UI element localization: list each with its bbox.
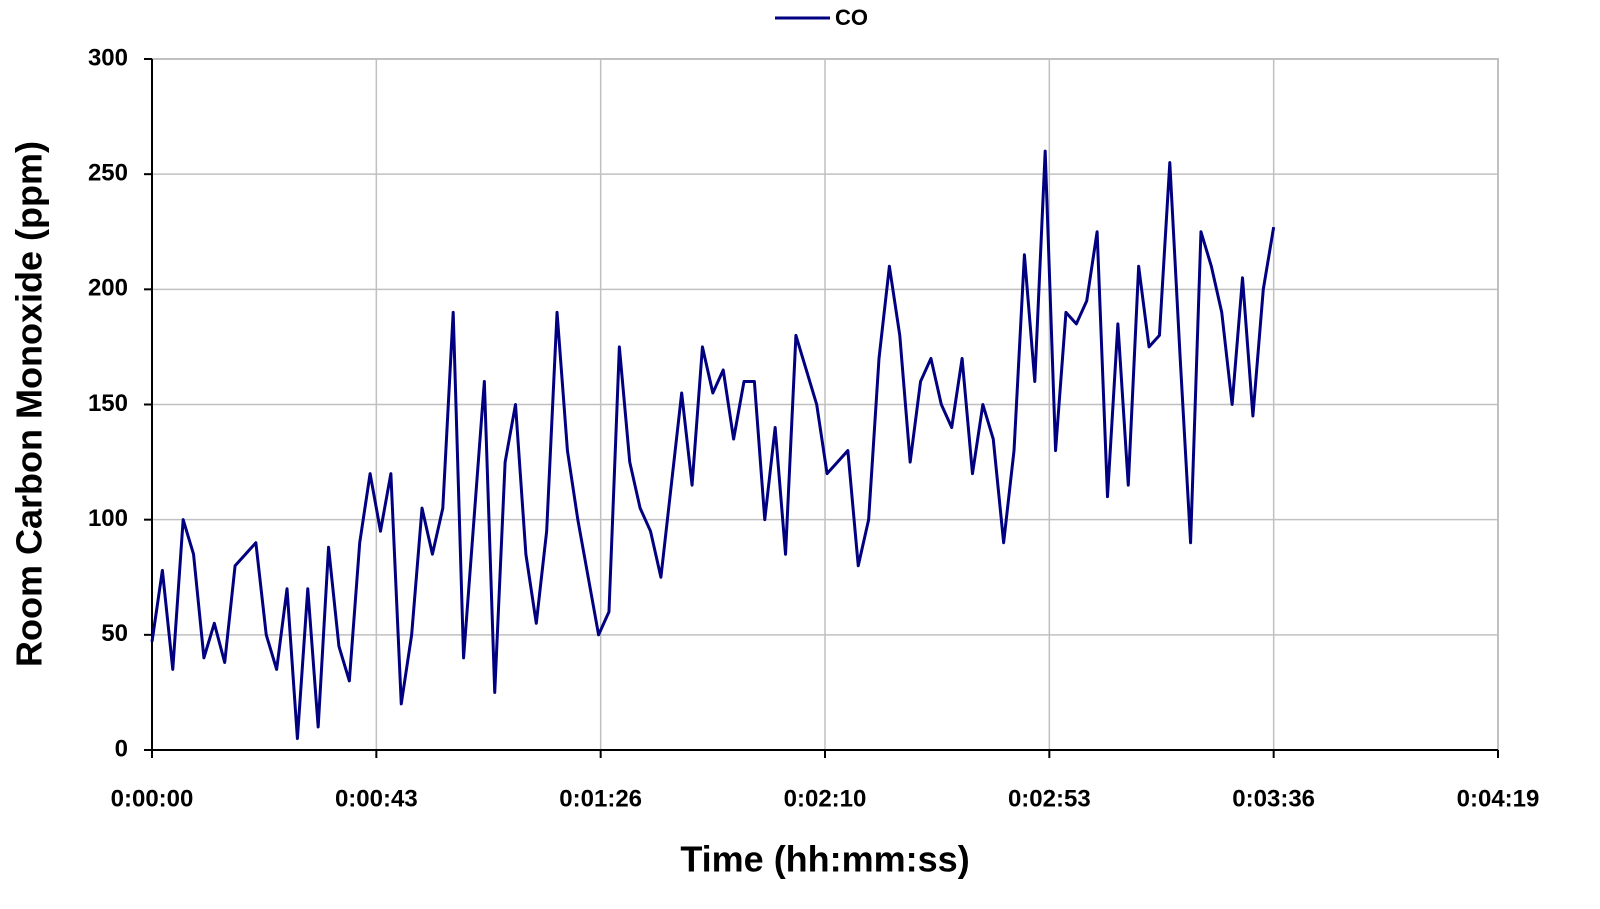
y-tick-label: 250: [88, 160, 128, 187]
y-tick-label: 200: [88, 275, 128, 302]
x-tick-label: 0:04:19: [1457, 785, 1540, 812]
legend-label: CO: [835, 5, 868, 30]
y-tick-label: 300: [88, 44, 128, 71]
y-tick-label: 100: [88, 505, 128, 532]
x-tick-label: 0:00:43: [335, 785, 418, 812]
data-line: [150, 149, 1276, 740]
x-axis-title: Time (hh:mm:ss): [680, 839, 969, 880]
x-tick-label: 0:02:53: [1008, 785, 1091, 812]
y-tick-label: 150: [88, 390, 128, 417]
x-tick-label: 0:00:00: [111, 785, 194, 812]
x-tick-label: 0:02:10: [784, 785, 867, 812]
y-axis-title: Room Carbon Monoxide (ppm): [9, 141, 50, 667]
x-tick-label: 0:01:26: [559, 785, 642, 812]
y-tick-label: 0: [115, 735, 128, 762]
x-tick-label: 0:03:36: [1232, 785, 1315, 812]
y-tick-label: 50: [101, 620, 128, 647]
